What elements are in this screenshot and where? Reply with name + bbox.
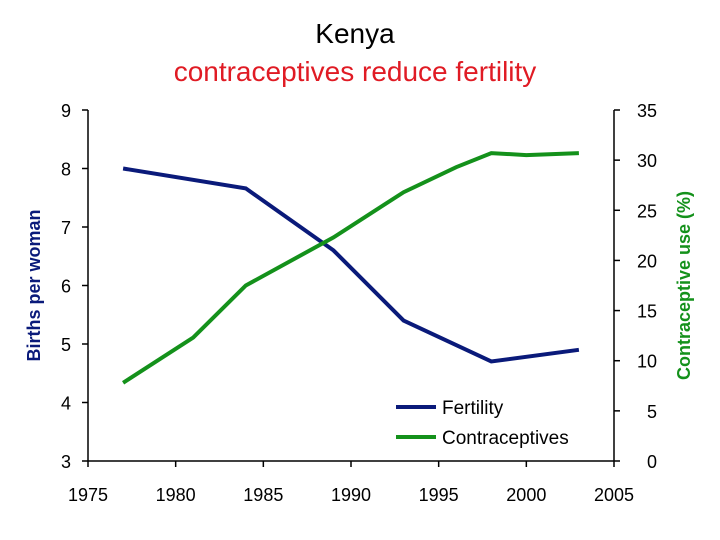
right-tick-label: 35	[637, 101, 657, 121]
right-tick-label: 10	[637, 352, 657, 372]
legend-label-fertility: Fertility	[442, 398, 504, 419]
left-axis-label: Births per woman	[24, 209, 44, 361]
right-tick-label: 5	[647, 402, 657, 422]
x-tick-label: 2000	[506, 485, 546, 505]
right-tick-label: 25	[637, 201, 657, 221]
left-tick-label: 9	[61, 101, 71, 121]
x-tick-label: 1975	[68, 485, 108, 505]
right-tick-label: 15	[637, 302, 657, 322]
left-tick-label: 7	[61, 218, 71, 238]
left-tick-label: 6	[61, 277, 71, 297]
left-tick-label: 5	[61, 335, 71, 355]
contraceptives-line	[122, 151, 579, 385]
legend-box	[390, 386, 608, 454]
x-tick-label: 1985	[243, 485, 283, 505]
left-tick-label: 3	[61, 452, 71, 472]
x-tick-label: 1990	[331, 485, 371, 505]
x-tick-label: 1995	[419, 485, 459, 505]
chart-title: Kenya	[315, 18, 395, 49]
legend-label-contraceptives: Contraceptives	[442, 428, 569, 449]
right-tick-label: 30	[637, 151, 657, 171]
chart-subtitle: contraceptives reduce fertility	[173, 56, 537, 87]
right-tick-label: 0	[647, 452, 657, 472]
right-axis-label: Contraceptive use (%)	[674, 191, 694, 380]
left-tick-label: 4	[61, 394, 71, 414]
x-tick-label: 2005	[594, 485, 634, 505]
right-tick-label: 20	[637, 251, 657, 271]
fertility-line	[122, 166, 580, 364]
left-tick-label: 8	[61, 160, 71, 180]
x-tick-label: 1980	[156, 485, 196, 505]
